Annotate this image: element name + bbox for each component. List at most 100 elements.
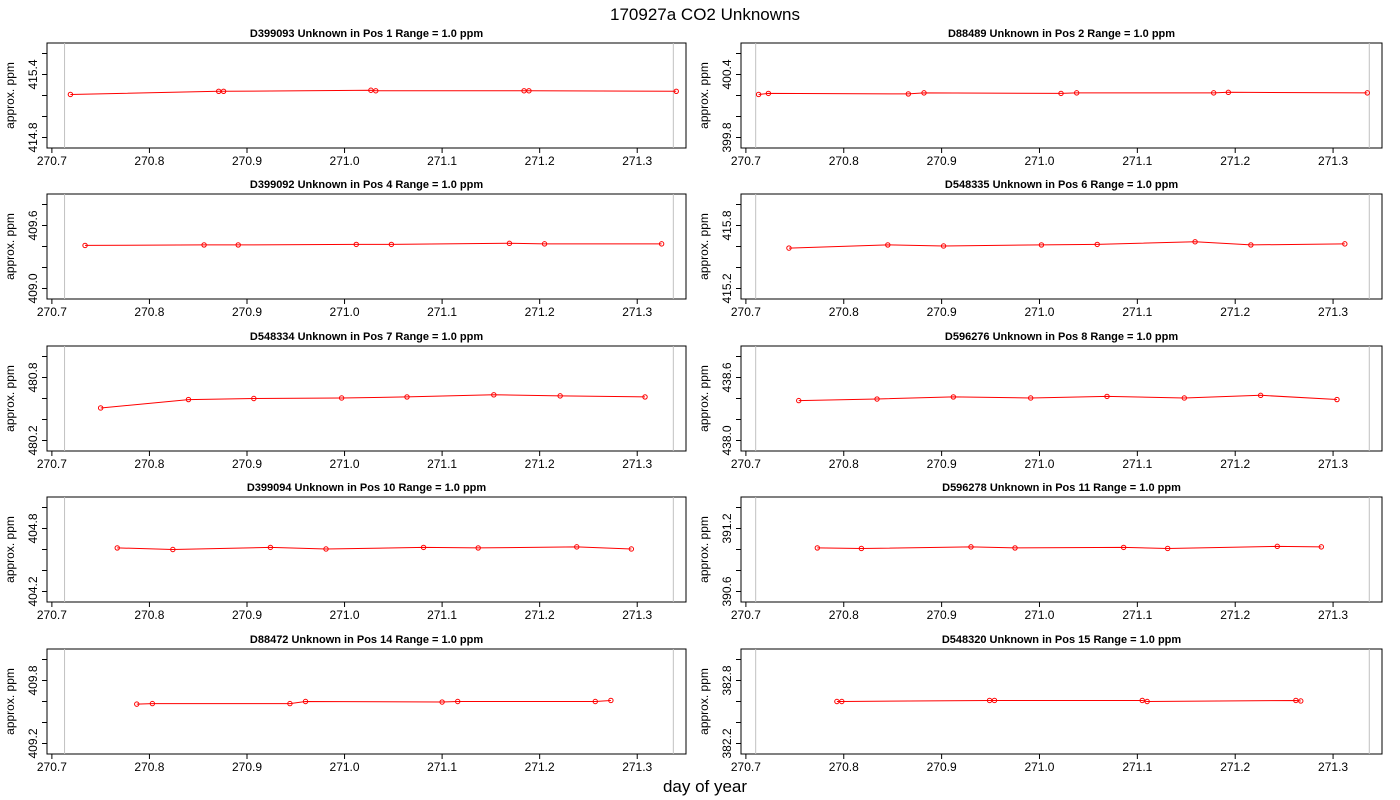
x-tick-label: 271.1 xyxy=(1122,154,1152,168)
panel-4: D548335 Unknown in Pos 6 Range = 1.0 ppm… xyxy=(697,179,1383,319)
data-point xyxy=(786,245,792,251)
data-point xyxy=(1257,392,1264,399)
panel-2: D88489 Unknown in Pos 2 Range = 1.0 ppm a… xyxy=(697,28,1383,168)
data-point xyxy=(574,544,580,550)
data-point xyxy=(302,698,309,705)
data-point xyxy=(1012,545,1018,551)
panel-title: D399094 Unknown in Pos 10 Range = 1.0 pp… xyxy=(247,482,487,494)
data-point xyxy=(353,241,359,248)
data-point xyxy=(905,91,912,97)
series-line xyxy=(136,700,611,705)
x-tick-label: 270.8 xyxy=(134,608,164,622)
data-point xyxy=(1094,241,1100,248)
data-point xyxy=(1038,242,1045,248)
data-point xyxy=(814,545,821,551)
x-tick-label: 271.3 xyxy=(622,457,652,471)
x-tick-label: 270.9 xyxy=(927,457,957,471)
panel-9: D88472 Unknown in Pos 14 Range = 1.0 ppm… xyxy=(3,634,687,774)
series-line xyxy=(758,91,1368,95)
x-tick-label: 270.9 xyxy=(232,305,262,319)
x-tick-label: 271.1 xyxy=(1122,760,1152,774)
x-tick-label: 271.0 xyxy=(1024,154,1054,168)
data-point xyxy=(608,697,614,704)
data-point xyxy=(338,395,345,401)
data-point xyxy=(235,242,241,248)
plot-frame xyxy=(740,496,1383,603)
panel-title: D596278 Unknown in Pos 11 Range = 1.0 pp… xyxy=(942,482,1181,494)
y-tick-label: 409.6 xyxy=(26,210,40,240)
series-line xyxy=(817,545,1322,550)
x-tick-label: 271.1 xyxy=(427,154,457,168)
data-point xyxy=(388,241,395,248)
data-point xyxy=(1164,545,1171,552)
x-tick-label: 271.2 xyxy=(525,608,555,622)
y-tick-label: 414.8 xyxy=(26,122,40,152)
data-point xyxy=(673,88,679,95)
x-tick-label: 271.0 xyxy=(330,760,360,774)
y-tick-label: 382.8 xyxy=(720,665,734,695)
y-axis-label: approx. ppm xyxy=(3,668,17,735)
x-tick-label: 270.8 xyxy=(134,305,164,319)
x-tick-label: 271.0 xyxy=(330,608,360,622)
data-point xyxy=(1318,544,1325,550)
x-tick-label: 271.2 xyxy=(1220,760,1250,774)
x-tick-label: 271.1 xyxy=(427,305,457,319)
series-line xyxy=(836,699,1301,703)
plot-frame xyxy=(740,345,1383,452)
data-point xyxy=(373,88,379,94)
panel-title: D548335 Unknown in Pos 6 Range = 1.0 ppm xyxy=(945,179,1178,191)
x-tick-label: 270.9 xyxy=(927,608,957,622)
y-tick-label: 390.6 xyxy=(720,576,734,606)
y-tick-label: 409.2 xyxy=(26,728,40,758)
data-point xyxy=(1181,395,1188,401)
y-tick-label: 399.8 xyxy=(720,122,734,152)
x-tick-label: 271.3 xyxy=(622,154,652,168)
data-point xyxy=(858,545,865,552)
x-tick-label: 270.8 xyxy=(829,305,859,319)
panel-title: D88472 Unknown in Pos 14 Range = 1.0 ppm xyxy=(250,634,483,646)
data-point xyxy=(991,697,998,704)
x-tick-label: 270.8 xyxy=(134,457,164,471)
data-point xyxy=(439,699,445,705)
y-axis-label: approx. ppm xyxy=(697,365,711,432)
x-tick-label: 270.9 xyxy=(232,760,262,774)
y-axis-label: approx. ppm xyxy=(3,213,17,280)
data-point xyxy=(455,698,461,705)
x-tick-label: 271.0 xyxy=(330,154,360,168)
data-point xyxy=(1144,698,1150,705)
data-point xyxy=(220,88,227,95)
data-point xyxy=(420,544,427,551)
data-point xyxy=(67,91,74,98)
y-axis-label: approx. ppm xyxy=(697,668,711,735)
x-tick-label: 271.3 xyxy=(622,305,652,319)
panel-3: D399092 Unknown in Pos 4 Range = 1.0 ppm… xyxy=(3,179,687,319)
y-tick-label: 415.8 xyxy=(720,210,734,240)
x-tick-label: 271.0 xyxy=(1024,305,1054,319)
data-point xyxy=(1334,396,1340,403)
data-point xyxy=(1274,543,1280,550)
x-tick-label: 270.9 xyxy=(232,457,262,471)
data-point xyxy=(1364,90,1371,96)
x-tick-label: 271.0 xyxy=(1024,608,1054,622)
data-point xyxy=(1293,697,1299,704)
y-tick-label: 415.4 xyxy=(26,59,40,89)
x-tick-label: 270.8 xyxy=(134,154,164,168)
x-tick-label: 271.2 xyxy=(1220,154,1250,168)
panel-title: D548334 Unknown in Pos 7 Range = 1.0 ppm xyxy=(250,331,483,343)
x-tick-label: 270.8 xyxy=(134,760,164,774)
x-tick-label: 270.9 xyxy=(927,760,957,774)
data-point xyxy=(185,396,192,403)
data-point xyxy=(1120,544,1127,551)
x-tick-label: 270.9 xyxy=(927,154,957,168)
x-tick-label: 271.3 xyxy=(1318,305,1348,319)
data-point xyxy=(1298,698,1304,704)
data-point xyxy=(1342,241,1348,247)
data-point xyxy=(491,392,497,398)
x-tick-label: 271.3 xyxy=(1318,457,1348,471)
data-point xyxy=(134,701,140,707)
data-point xyxy=(950,394,957,400)
x-tick-label: 271.2 xyxy=(525,457,555,471)
data-point xyxy=(1210,90,1217,96)
data-point xyxy=(765,90,772,97)
x-tick-label: 271.0 xyxy=(330,305,360,319)
